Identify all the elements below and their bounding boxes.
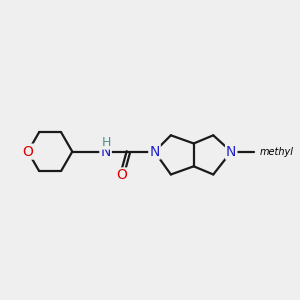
Text: N: N (100, 145, 111, 159)
Text: N: N (226, 145, 236, 159)
Text: H: H (101, 136, 111, 149)
Text: methyl: methyl (260, 147, 294, 157)
Text: O: O (22, 145, 33, 159)
Text: O: O (116, 169, 127, 182)
Text: N: N (149, 145, 160, 159)
